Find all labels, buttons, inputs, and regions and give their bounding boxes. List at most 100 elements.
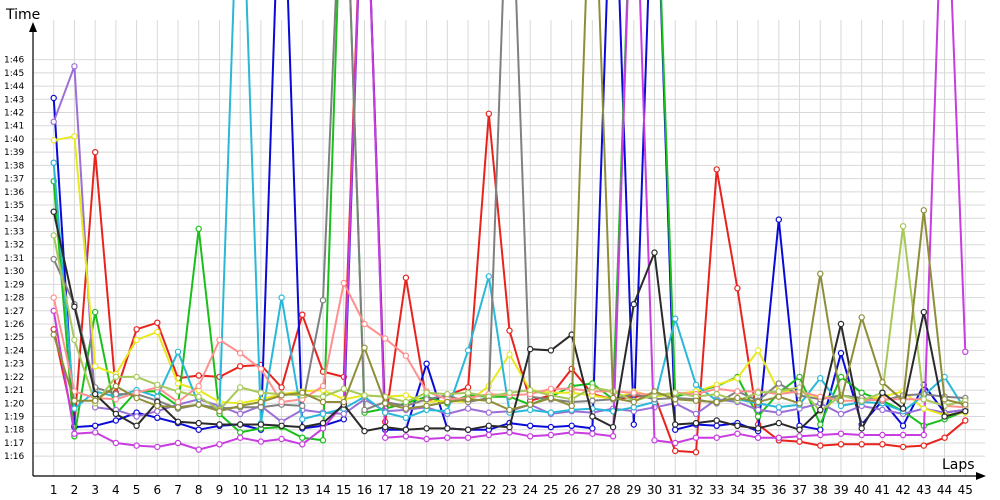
data-point: [941, 434, 948, 441]
data-point: [962, 348, 969, 355]
data-point: [899, 405, 907, 412]
data-point: [299, 311, 306, 318]
data-point: [91, 422, 99, 429]
data-point: [485, 397, 492, 404]
data-point: [91, 148, 99, 156]
data-point: [340, 385, 347, 392]
x-tick-label: 24: [523, 483, 538, 497]
data-point: [154, 328, 161, 336]
data-point: [837, 373, 845, 381]
x-tick-label: 2: [71, 483, 79, 497]
data-point: [775, 216, 783, 223]
data-point: [50, 256, 57, 263]
data-point: [112, 439, 120, 447]
data-point: [527, 386, 534, 394]
y-tick-label: 1:38: [4, 161, 24, 171]
data-point: [257, 438, 265, 445]
data-point: [236, 363, 244, 370]
x-tick-label: 41: [875, 483, 890, 497]
data-point: [692, 397, 700, 404]
data-point: [278, 392, 285, 399]
data-point: [382, 400, 389, 407]
data-point: [236, 434, 244, 441]
data-point: [962, 417, 969, 424]
data-point: [858, 425, 865, 432]
data-point: [879, 389, 886, 396]
series-group: [50, 0, 969, 456]
data-point: [734, 430, 741, 437]
data-point: [299, 441, 306, 448]
data-point: [837, 397, 845, 404]
x-tick-label: 28: [605, 483, 620, 497]
data-point: [464, 426, 472, 433]
data-point: [257, 398, 265, 406]
data-point: [50, 294, 57, 301]
data-point: [195, 393, 202, 400]
x-tick-label: 6: [153, 483, 161, 497]
y-tick-label: 1:24: [4, 346, 24, 356]
data-point: [485, 110, 492, 118]
data-point: [734, 394, 741, 402]
data-point: [257, 404, 265, 411]
x-tick-label: 16: [357, 483, 372, 497]
data-point: [133, 389, 140, 396]
y-tick-label: 1:22: [4, 373, 24, 383]
data-point: [195, 446, 202, 453]
data-point: [423, 435, 430, 443]
data-point: [775, 434, 783, 441]
data-point: [71, 63, 78, 70]
data-point: [71, 336, 78, 344]
data-point: [879, 406, 886, 414]
data-point: [672, 447, 679, 455]
axes: Time Laps: [5, 7, 986, 480]
data-point: [796, 400, 803, 407]
data-point: [236, 384, 244, 391]
data-point: [754, 434, 762, 441]
data-point: [299, 389, 306, 396]
x-tick-label: 35: [750, 483, 765, 497]
data-point: [423, 360, 430, 367]
data-point: [692, 419, 700, 427]
y-tick-label: 1:33: [4, 227, 24, 237]
data-point: [50, 159, 57, 166]
data-point: [796, 438, 803, 445]
data-point: [71, 405, 78, 412]
data-point: [112, 373, 120, 381]
data-point: [154, 319, 161, 326]
data-point: [527, 406, 534, 414]
x-tick-label: 42: [895, 483, 910, 497]
data-point: [630, 404, 638, 411]
y-tick-label: 1:39: [4, 148, 24, 158]
data-point: [236, 429, 244, 436]
data-point: [464, 434, 472, 441]
data-point: [858, 389, 865, 396]
x-tick-label: 38: [813, 483, 828, 497]
data-point: [734, 388, 741, 395]
data-point: [817, 270, 824, 277]
data-point: [464, 347, 472, 354]
data-point: [464, 405, 472, 412]
data-point: [361, 320, 368, 328]
data-point: [91, 308, 99, 316]
data-point: [609, 394, 617, 402]
data-point: [174, 348, 182, 355]
data-point: [754, 347, 762, 354]
data-point: [402, 433, 410, 440]
x-tick-label: 39: [833, 483, 848, 497]
data-point: [817, 442, 824, 449]
x-tick-label: 8: [195, 483, 203, 497]
data-point: [423, 396, 430, 403]
data-point: [858, 314, 865, 321]
data-point: [340, 279, 347, 287]
data-point: [112, 417, 120, 424]
data-point: [464, 396, 472, 403]
y-tick-label: 1:34: [4, 214, 24, 224]
y-axis-title: Time: [5, 7, 40, 23]
x-tick-label: 43: [916, 483, 931, 497]
data-point: [568, 429, 575, 436]
data-point: [837, 349, 845, 357]
data-point: [754, 413, 762, 420]
data-point: [216, 441, 223, 448]
